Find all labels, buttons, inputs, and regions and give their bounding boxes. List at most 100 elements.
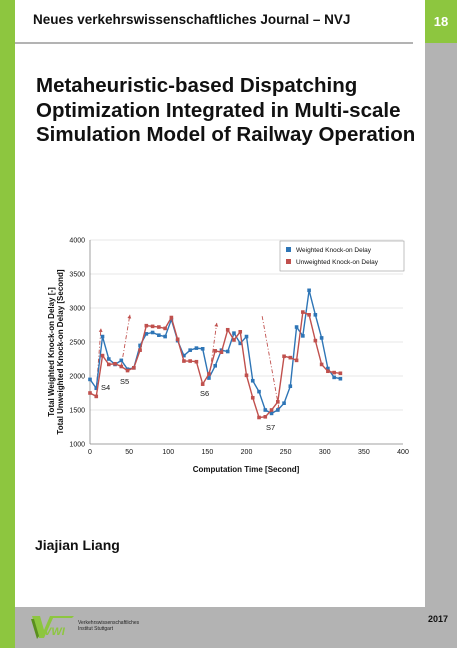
data-point-0 — [301, 334, 305, 338]
legend-label-weighted: Weighted Knock-on Delay — [296, 247, 372, 254]
data-point-1 — [288, 355, 293, 360]
data-point-1 — [100, 353, 105, 358]
annotation-s4: S4 — [101, 383, 110, 392]
y-tick-label: 3500 — [69, 272, 85, 279]
data-point-1 — [125, 368, 130, 373]
left-green-strip — [0, 0, 15, 648]
ylabel-line-1: Total Weighted Knock-on Delay [-] — [47, 287, 56, 417]
data-point-0 — [238, 341, 243, 346]
data-point-1 — [307, 313, 311, 317]
right-gray-band — [425, 0, 457, 648]
xlabel: Computation Time [Second] — [193, 465, 300, 474]
data-point-1 — [238, 330, 243, 334]
legend-label-unweighted: Unweighted Knock-on Delay — [296, 259, 379, 266]
data-point-1 — [213, 349, 217, 353]
data-point-1 — [313, 338, 318, 343]
data-point-1 — [319, 362, 324, 367]
data-point-0 — [276, 408, 280, 412]
data-point-1 — [163, 326, 167, 331]
legend-swatch-weighted — [286, 247, 291, 252]
data-point-0 — [163, 334, 167, 339]
legend-swatch-unweighted — [286, 259, 291, 264]
data-point-0 — [144, 332, 149, 336]
data-point-0 — [263, 408, 268, 412]
y-tick-label: 1500 — [69, 408, 85, 415]
institute-name: Verkehrswissenschaftliches Institut Stut… — [78, 620, 178, 632]
x-tick-labels: 0 50 100 150 200 250 300 350 400 — [88, 449, 409, 456]
ylabel-line-2: Total Unweighted Knock-on Delay [Second] — [56, 269, 65, 435]
data-point-0 — [232, 331, 236, 335]
x-tick-label: 150 — [202, 449, 214, 456]
arrow-3 — [261, 316, 280, 411]
book-title: Metaheuristic-based Dispatching Optimiza… — [36, 74, 416, 147]
data-point-0 — [157, 333, 161, 337]
x-tick-label: 400 — [397, 449, 409, 456]
data-point-0 — [150, 330, 155, 335]
svg-text:VWI: VWI — [44, 626, 66, 638]
data-point-0 — [194, 346, 199, 350]
footer-band — [15, 607, 425, 648]
author-name: Jiajian Liang — [35, 537, 120, 553]
data-point-1 — [219, 350, 224, 354]
data-point-0 — [250, 378, 255, 383]
data-point-0 — [106, 357, 111, 361]
data-point-1 — [282, 354, 286, 359]
data-point-1 — [225, 327, 230, 332]
x-tick-label: 350 — [358, 449, 370, 456]
data-point-0 — [88, 377, 92, 382]
x-tick-label: 200 — [241, 449, 253, 456]
y-tick-label: 1000 — [69, 442, 85, 449]
legend: Weighted Knock-on Delay Unweighted Knock… — [279, 240, 405, 272]
data-point-1 — [250, 395, 255, 400]
data-point-1 — [106, 362, 111, 367]
data-point-1 — [169, 315, 174, 320]
data-point-0 — [307, 288, 311, 293]
x-tick-label: 300 — [319, 449, 331, 456]
y-tick-label: 4000 — [69, 238, 85, 245]
data-point-0 — [200, 347, 205, 351]
data-point-0 — [213, 364, 217, 368]
data-point-1 — [150, 324, 155, 329]
data-point-0 — [188, 348, 192, 352]
y-tick-label: 3000 — [69, 306, 85, 313]
data-point-1 — [182, 359, 186, 363]
data-point-1 — [113, 361, 117, 366]
data-point-0 — [119, 358, 124, 363]
data-point-0 — [257, 389, 261, 394]
annotation-s7: S7 — [266, 423, 275, 432]
data-point-1 — [144, 323, 149, 328]
data-point-0 — [288, 384, 293, 388]
chart: 1000 1500 2000 2500 3000 3500 4000 0 50 100 150 20… — [47, 238, 409, 475]
data-point-0 — [225, 349, 230, 354]
data-point-0 — [182, 353, 186, 358]
data-point-1 — [332, 370, 336, 375]
data-point-1 — [326, 369, 330, 374]
data-point-0 — [207, 376, 211, 380]
data-point-0 — [319, 336, 324, 340]
data-point-0 — [294, 325, 299, 329]
data-point-1 — [157, 325, 161, 329]
institute-line-1: Verkehrswissenschaftliches — [78, 620, 140, 626]
y-tick-label: 2000 — [69, 374, 85, 381]
data-point-1 — [119, 364, 124, 369]
data-point-1 — [94, 394, 99, 399]
data-point-1 — [194, 359, 199, 364]
data-point-1 — [175, 337, 180, 342]
publication-year: 2017 — [428, 614, 449, 624]
data-point-0 — [138, 343, 142, 348]
data-point-0 — [326, 366, 330, 371]
data-point-1 — [294, 358, 299, 363]
data-point-0 — [313, 313, 318, 317]
chart-series — [88, 288, 343, 420]
arrow-head-1 — [127, 314, 132, 319]
x-tick-label: 0 — [88, 449, 92, 456]
arrow-1 — [120, 314, 131, 366]
data-point-1 — [207, 372, 211, 376]
data-point-1 — [301, 310, 305, 314]
data-point-1 — [257, 415, 261, 420]
data-point-0 — [244, 334, 249, 339]
y-tick-labels: 1000 1500 2000 2500 3000 3500 4000 — [69, 238, 85, 449]
vwi-logo: VWI — [31, 616, 74, 639]
annotation-s5: S5 — [120, 377, 129, 386]
issue-number: 18 — [433, 14, 449, 29]
